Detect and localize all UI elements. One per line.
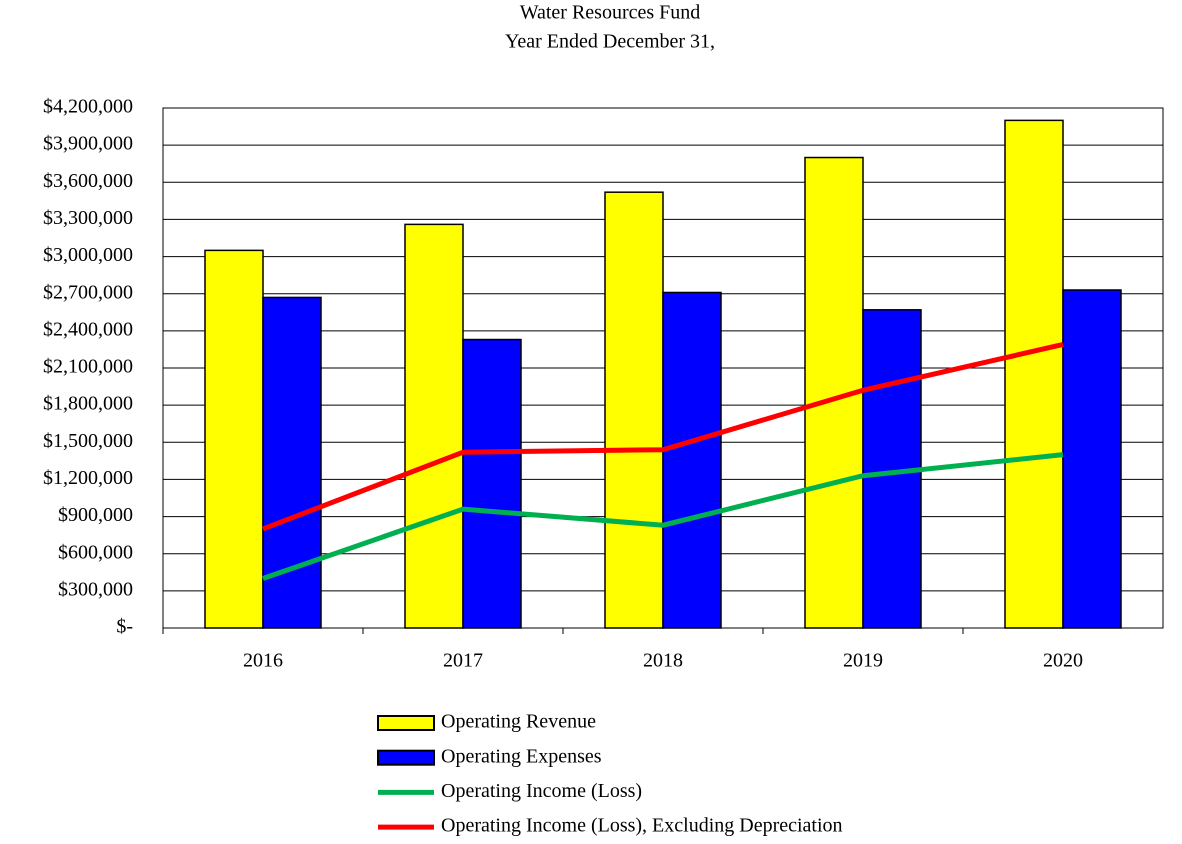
bar <box>604 191 664 629</box>
bar <box>404 223 464 629</box>
bar <box>662 291 722 629</box>
legend-label: Operating Revenue <box>441 711 596 733</box>
y-tick-label: $1,500,000 <box>43 430 133 452</box>
y-tick-label: $300,000 <box>58 578 133 600</box>
chart-title: Water Resources Fund <box>520 2 701 24</box>
legend-label: Operating Income (Loss) <box>441 780 642 802</box>
legend-label: Operating Income (Loss), Excluding Depre… <box>441 815 843 837</box>
bar <box>462 338 522 629</box>
x-tick-label: 2016 <box>243 650 283 672</box>
x-tick-label: 2018 <box>643 650 683 672</box>
y-tick-label: $- <box>116 616 133 638</box>
y-tick-label: $3,000,000 <box>43 244 133 266</box>
legend-swatch <box>377 749 435 766</box>
line <box>262 452 1064 581</box>
y-tick-label: $2,400,000 <box>43 318 133 340</box>
y-tick-label: $1,800,000 <box>43 393 133 415</box>
x-tick-label: 2017 <box>443 650 483 672</box>
x-tick-label: 2019 <box>843 650 883 672</box>
bar <box>204 249 264 629</box>
x-tick-label: 2020 <box>1043 650 1083 672</box>
y-tick-label: $4,200,000 <box>43 96 133 118</box>
bar <box>1062 289 1122 629</box>
y-tick-label: $2,100,000 <box>43 356 133 378</box>
bar <box>262 296 322 629</box>
y-tick-label: $2,700,000 <box>43 281 133 303</box>
y-tick-label: $3,300,000 <box>43 207 133 229</box>
chart-subtitle: Year Ended December 31, <box>505 31 715 53</box>
y-tick-label: $3,900,000 <box>43 133 133 155</box>
legend-label: Operating Expenses <box>441 745 602 767</box>
bar <box>1004 119 1064 629</box>
y-tick-label: $900,000 <box>58 504 133 526</box>
legend-swatch <box>377 715 435 731</box>
y-tick-label: $1,200,000 <box>43 467 133 489</box>
y-tick-label: $3,600,000 <box>43 170 133 192</box>
y-tick-label: $600,000 <box>58 541 133 563</box>
line <box>262 342 1064 532</box>
